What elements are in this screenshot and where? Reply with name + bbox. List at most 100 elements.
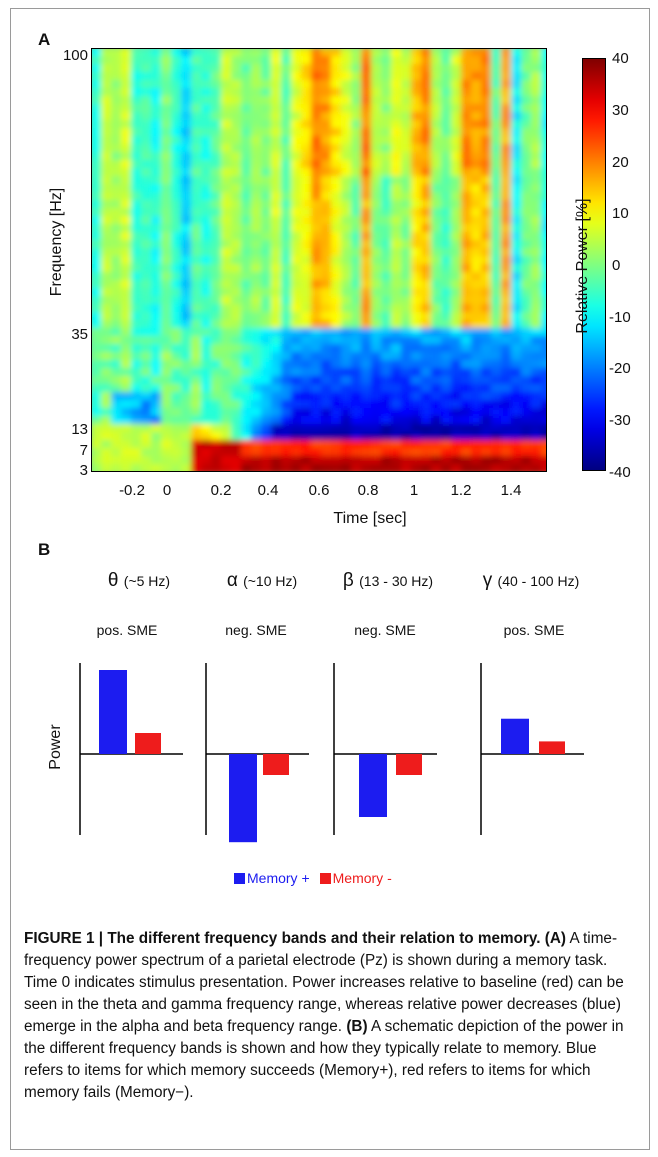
heatmap-cell: [491, 128, 503, 138]
heatmap-cell: [461, 464, 473, 471]
heatmap-cell: [401, 80, 413, 90]
heatmap-cell: [261, 208, 273, 218]
heatmap-cell: [131, 336, 143, 346]
heatmap-cell: [301, 216, 313, 226]
heatmap-cell: [531, 328, 543, 338]
heatmap-cell: [281, 408, 293, 418]
heatmap-cell: [501, 96, 513, 106]
heatmap-cell: [401, 160, 413, 170]
heatmap-cell: [511, 464, 523, 471]
heatmap-cell: [301, 104, 313, 114]
heatmap-cell: [341, 240, 353, 250]
heatmap-cell: [281, 80, 293, 90]
x-tick-label: 1: [409, 482, 419, 499]
heatmap-cell: [401, 344, 413, 354]
heatmap-cell: [311, 232, 323, 242]
heatmap-cell: [401, 208, 413, 218]
heatmap-cell: [281, 49, 293, 58]
heatmap-cell: [531, 392, 543, 402]
heatmap-cell: [411, 264, 423, 274]
heatmap-cell: [491, 80, 503, 90]
heatmap-cell: [491, 368, 503, 378]
heatmap-cell: [261, 280, 273, 290]
heatmap-cell: [261, 328, 273, 338]
heatmap-cell: [291, 352, 303, 362]
heatmap-cell: [481, 464, 493, 471]
heatmap-cell: [361, 320, 373, 330]
heatmap-cell: [161, 288, 173, 298]
legend-swatch: [234, 872, 245, 884]
heatmap-cell: [421, 112, 433, 122]
heatmap-cell: [411, 424, 423, 434]
heatmap-cell: [211, 280, 223, 290]
band-symbol: β: [342, 570, 354, 591]
heatmap-cell: [511, 160, 523, 170]
heatmap-cell: [401, 128, 413, 138]
heatmap-cell: [521, 80, 533, 90]
heatmap-cell: [251, 224, 263, 234]
heatmap-cell: [271, 176, 283, 186]
heatmap-cell: [181, 224, 193, 234]
heatmap-cell: [291, 240, 303, 250]
heatmap-cell: [451, 256, 463, 266]
heatmap-cell: [441, 112, 453, 122]
heatmap-cell: [181, 216, 193, 226]
heatmap-cell: [321, 232, 333, 242]
heatmap-cell: [241, 72, 253, 82]
heatmap-cell: [331, 256, 343, 266]
heatmap-cell: [231, 128, 243, 138]
heatmap-cell: [481, 104, 493, 114]
heatmap-cell: [101, 112, 113, 122]
heatmap-cell: [161, 104, 173, 114]
heatmap-cell: [161, 352, 173, 362]
heatmap-cell: [301, 368, 313, 378]
heatmap-cell: [431, 56, 443, 66]
heatmap-cell: [331, 176, 343, 186]
heatmap-cell: [481, 64, 493, 74]
heatmap-cell: [531, 272, 543, 282]
heatmap-cell: [301, 416, 313, 426]
heatmap-cell: [241, 464, 253, 471]
heatmap-cell: [541, 256, 546, 266]
heatmap-cell: [331, 232, 343, 242]
heatmap-cell: [471, 56, 483, 66]
heatmap-cell: [461, 312, 473, 322]
heatmap-cell: [301, 392, 313, 402]
heatmap-cell: [191, 248, 203, 258]
heatmap-cell: [261, 464, 273, 471]
heatmap-cell: [501, 80, 513, 90]
heatmap-cell: [111, 368, 123, 378]
heatmap-cell: [111, 384, 123, 394]
heatmap-cell: [281, 296, 293, 306]
heatmap-cell: [301, 272, 313, 282]
heatmap-cell: [311, 304, 323, 314]
heatmap-cell: [511, 264, 523, 274]
heatmap-cell: [531, 248, 543, 258]
heatmap-cell: [151, 120, 163, 130]
heatmap-cell: [161, 64, 173, 74]
heatmap-cell: [411, 360, 423, 370]
heatmap-cell: [151, 296, 163, 306]
heatmap-cell: [151, 440, 163, 450]
heatmap-cell: [451, 96, 463, 106]
heatmap-cell: [511, 72, 523, 82]
heatmap-cell: [201, 120, 213, 130]
heatmap-cell: [92, 304, 103, 314]
heatmap-cell: [311, 264, 323, 274]
heatmap-cell: [231, 64, 243, 74]
heatmap-cell: [431, 272, 443, 282]
heatmap-cell: [381, 216, 393, 226]
heatmap-cell: [461, 272, 473, 282]
heatmap-cell: [461, 456, 473, 466]
heatmap-cell: [121, 136, 133, 146]
heatmap-cell: [281, 96, 293, 106]
heatmap-cell: [111, 80, 123, 90]
heatmap-cell: [111, 280, 123, 290]
heatmap-cell: [351, 280, 363, 290]
heatmap-cell: [161, 376, 173, 386]
heatmap-cell: [311, 160, 323, 170]
heatmap-cell: [361, 328, 373, 338]
heatmap-cell: [281, 72, 293, 82]
heatmap-cell: [251, 80, 263, 90]
heatmap-cell: [131, 288, 143, 298]
